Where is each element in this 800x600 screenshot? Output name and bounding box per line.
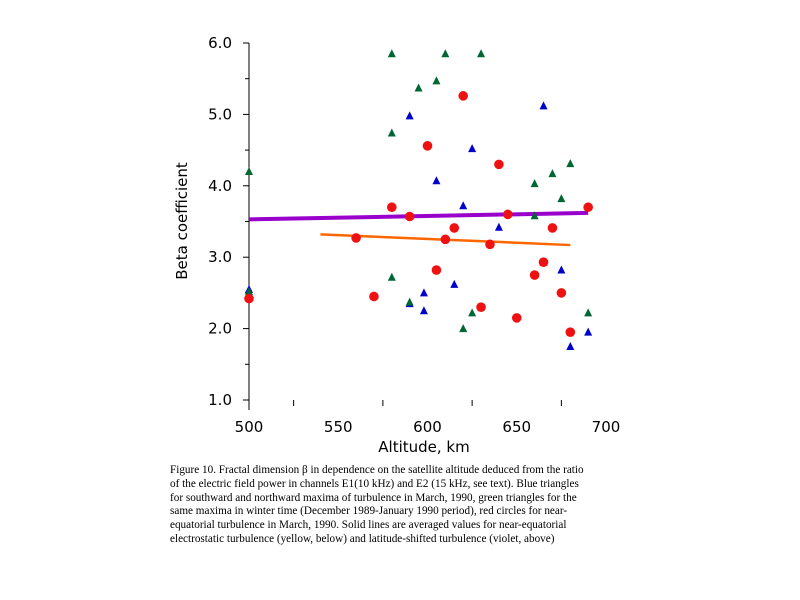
x-tick-label: 550 (324, 418, 353, 436)
data-point-triangle (459, 324, 468, 333)
caption-line: for southward and northward maxima of tu… (170, 491, 577, 504)
y-tick-label: 3.0 (208, 248, 232, 266)
data-point-circle (431, 265, 442, 275)
data-point-triangle (477, 49, 486, 58)
data-point-triangle (539, 101, 548, 110)
y-tick-label: 6.0 (208, 34, 232, 52)
data-point-triangle (459, 201, 468, 210)
data-point-triangle (494, 222, 503, 231)
data-point-circle (565, 327, 576, 337)
data-point-circle (458, 91, 469, 101)
data-point-triangle (387, 272, 396, 281)
data-point-triangle (414, 83, 423, 92)
data-point-triangle (405, 297, 414, 306)
y-tick-label: 4.0 (208, 177, 232, 195)
x-tick-label: 700 (592, 418, 621, 436)
x-tick-label: 500 (235, 418, 264, 436)
data-point-triangle (468, 308, 477, 317)
data-point-triangle (557, 265, 566, 274)
axes (243, 42, 562, 410)
y-tick-label: 2.0 (208, 320, 232, 338)
data-point-triangle (405, 111, 414, 120)
caption-line: equatorial turbulence in March, 1990. So… (170, 519, 567, 532)
figure-caption: Figure 10. Fractal dimension β in depend… (170, 464, 630, 547)
data-point-triangle (419, 288, 428, 297)
data-point-circle (387, 202, 397, 213)
data-point-circle (369, 291, 379, 302)
data-point-triangle (419, 306, 428, 315)
y-tick-label: 5.0 (208, 105, 232, 123)
x-tick-label: 600 (413, 418, 442, 436)
data-point-triangle (584, 327, 593, 336)
y-axis-title: Beta coefficient (173, 162, 191, 280)
data-point-triangle (450, 279, 459, 288)
data-point-triangle (557, 194, 566, 203)
data-point-circle (422, 141, 433, 151)
data-point-circle (440, 234, 451, 245)
caption-line: same maxima in winter time (December 198… (170, 505, 568, 518)
caption-line: Figure 10. Fractal dimension β in depend… (170, 464, 584, 476)
caption-line: electrostatic turbulence (yellow, below)… (170, 532, 555, 545)
x-axis-title: Altitude, km (378, 438, 469, 456)
data-point-triangle (566, 159, 575, 168)
data-point-circle (485, 239, 495, 250)
data-point-circle (511, 313, 522, 323)
data-point-triangle (468, 144, 477, 153)
data-point-circle (503, 209, 513, 220)
data-point-triangle (387, 128, 396, 137)
data-point-circle (476, 302, 486, 312)
data-point-circle (583, 202, 593, 213)
data-point-triangle (530, 211, 539, 220)
data-point-triangle (530, 179, 539, 188)
data-point-triangle (548, 169, 557, 178)
data-point-triangle (245, 167, 253, 176)
data-point-circle (547, 223, 558, 233)
data-point-circle (351, 233, 361, 243)
trend-line (248, 210, 589, 222)
data-point-circle (556, 288, 567, 298)
data-points (244, 49, 593, 350)
data-point-circle (404, 211, 415, 222)
data-point-circle (494, 159, 504, 170)
data-point-triangle (584, 308, 593, 317)
data-point-circle (538, 257, 549, 267)
tick-labels: 1.0 2.0 3.0 4.0 5.0 6.0 500 550 600 650 700 (208, 34, 620, 436)
data-point-triangle (566, 341, 575, 350)
data-point-circle (244, 293, 254, 304)
data-point-triangle (432, 176, 441, 185)
x-tick-label: 650 (502, 418, 531, 436)
data-point-triangle (432, 76, 441, 85)
data-point-triangle (245, 286, 253, 295)
data-point-triangle (387, 49, 396, 58)
data-point-triangle (441, 49, 450, 58)
data-point-circle (449, 223, 460, 233)
y-tick-label: 1.0 (208, 391, 232, 409)
data-point-circle (529, 270, 540, 280)
caption-line: of the electric field power in channels … (170, 477, 579, 490)
